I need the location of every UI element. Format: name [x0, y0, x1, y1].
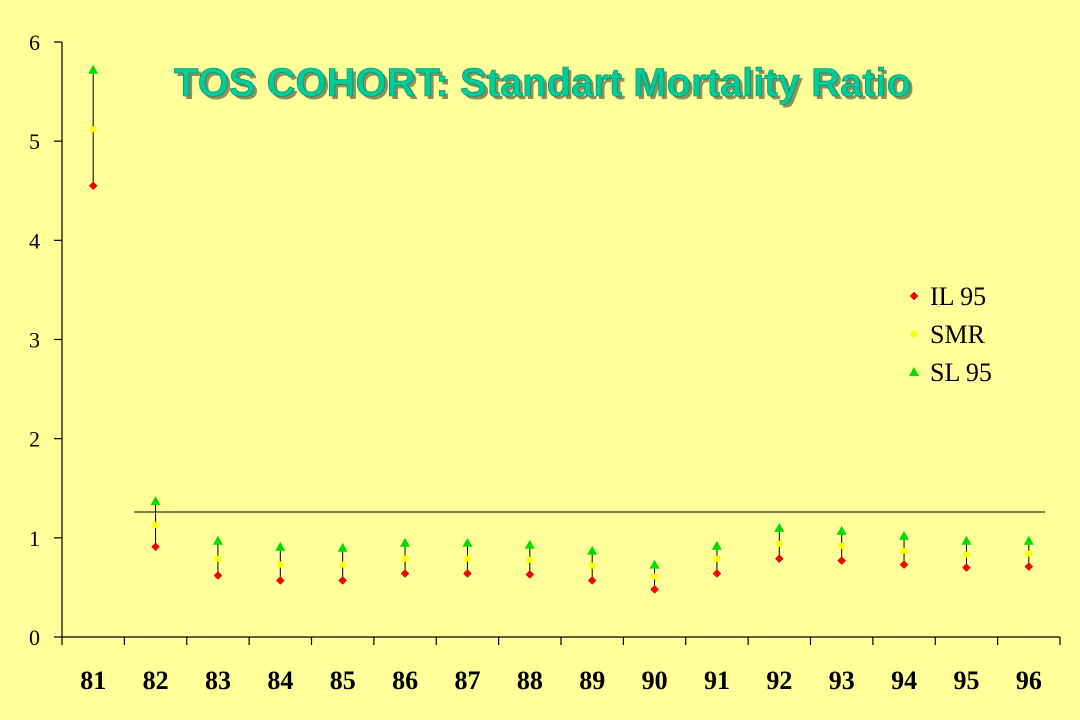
point-sl-95 [462, 537, 473, 547]
x-tick-label: 89 [579, 666, 605, 695]
point-il-95 [962, 563, 971, 572]
y-tick-label: 6 [29, 30, 40, 55]
point-smr [589, 562, 596, 569]
x-tick-label: 86 [392, 666, 418, 695]
legend-label: SMR [930, 320, 986, 349]
legend: IL 95 SMR SL 95 [909, 282, 992, 387]
x-tick-label: 84 [267, 666, 293, 695]
point-il-95 [88, 181, 98, 191]
point-sl-95 [836, 525, 847, 535]
legend-marker-sl-95 [909, 367, 919, 376]
point-il-95 [587, 576, 597, 585]
x-tick-label: 85 [330, 666, 356, 695]
y-tick-label: 2 [29, 427, 40, 452]
x-tick-label: 91 [704, 666, 730, 695]
point-sl-95 [774, 522, 785, 532]
point-il-95 [338, 576, 348, 585]
x-tick-label: 81 [80, 666, 106, 695]
point-il-95 [151, 542, 160, 552]
y-tick-label: 0 [29, 625, 40, 650]
point-sl-95 [400, 537, 411, 547]
x-tick-label: 93 [829, 666, 855, 695]
data-marks [88, 64, 1034, 594]
point-smr [339, 561, 346, 568]
x-tick-label: 82 [143, 666, 169, 695]
x-tick-label: 95 [953, 666, 979, 695]
point-sl-95 [88, 64, 99, 74]
x-tick-label: 92 [766, 666, 792, 695]
point-smr [963, 551, 970, 558]
legend-marker-smr [911, 331, 917, 337]
point-il-95 [525, 570, 535, 579]
point-sl-95 [150, 496, 161, 506]
point-il-95 [837, 556, 847, 565]
point-il-95 [213, 571, 223, 580]
point-sl-95 [587, 545, 598, 555]
chart-title: TOS COHORT: Standart Mortality Ratio [174, 61, 911, 105]
point-il-95 [463, 569, 472, 578]
point-sl-95 [711, 540, 722, 550]
point-smr [464, 555, 471, 562]
point-il-95 [774, 554, 784, 564]
point-smr [1025, 550, 1032, 557]
chart-title-shadow: TOS COHORT: Standart Mortality Ratio [177, 64, 914, 108]
legend-label: IL 95 [930, 282, 986, 311]
point-il-95 [1024, 562, 1034, 571]
point-sl-95 [961, 535, 972, 545]
point-smr [713, 555, 720, 562]
point-smr [90, 126, 97, 133]
point-sl-95 [1023, 535, 1034, 545]
point-sl-95 [275, 541, 286, 551]
point-sl-95 [899, 530, 910, 540]
legend-marker-il-95 [909, 291, 919, 301]
point-sl-95 [524, 539, 535, 549]
y-tick-label: 4 [29, 228, 40, 253]
point-smr [277, 561, 284, 568]
point-il-95 [899, 560, 909, 569]
point-smr [402, 555, 409, 562]
x-tick-label: 90 [642, 666, 668, 695]
y-tick-label: 3 [29, 328, 40, 353]
axes: 0 1 2 3 4 5 6 81 82 83 84 85 86 87 88 89 90 91 92 93 94 95 96 [29, 30, 1061, 695]
point-sl-95 [649, 559, 660, 569]
point-il-95 [712, 569, 722, 578]
x-tick-label: 94 [891, 666, 917, 695]
x-tick-label: 83 [205, 666, 231, 695]
y-tick-label: 1 [29, 526, 40, 551]
point-smr [651, 573, 658, 580]
x-tick-label: 96 [1016, 666, 1042, 695]
y-tick-label: 5 [29, 129, 40, 154]
point-smr [526, 556, 533, 563]
point-il-95 [400, 569, 410, 578]
point-il-95 [275, 576, 285, 585]
point-sl-95 [212, 535, 223, 545]
point-sl-95 [337, 542, 348, 552]
point-smr [152, 521, 159, 528]
point-smr [776, 540, 783, 547]
point-il-95 [650, 585, 659, 594]
x-tick-label: 87 [454, 666, 480, 695]
point-smr [901, 547, 908, 554]
x-tick-label: 88 [517, 666, 543, 695]
legend-label: SL 95 [930, 358, 992, 387]
point-smr [214, 555, 221, 562]
point-smr [838, 542, 845, 549]
